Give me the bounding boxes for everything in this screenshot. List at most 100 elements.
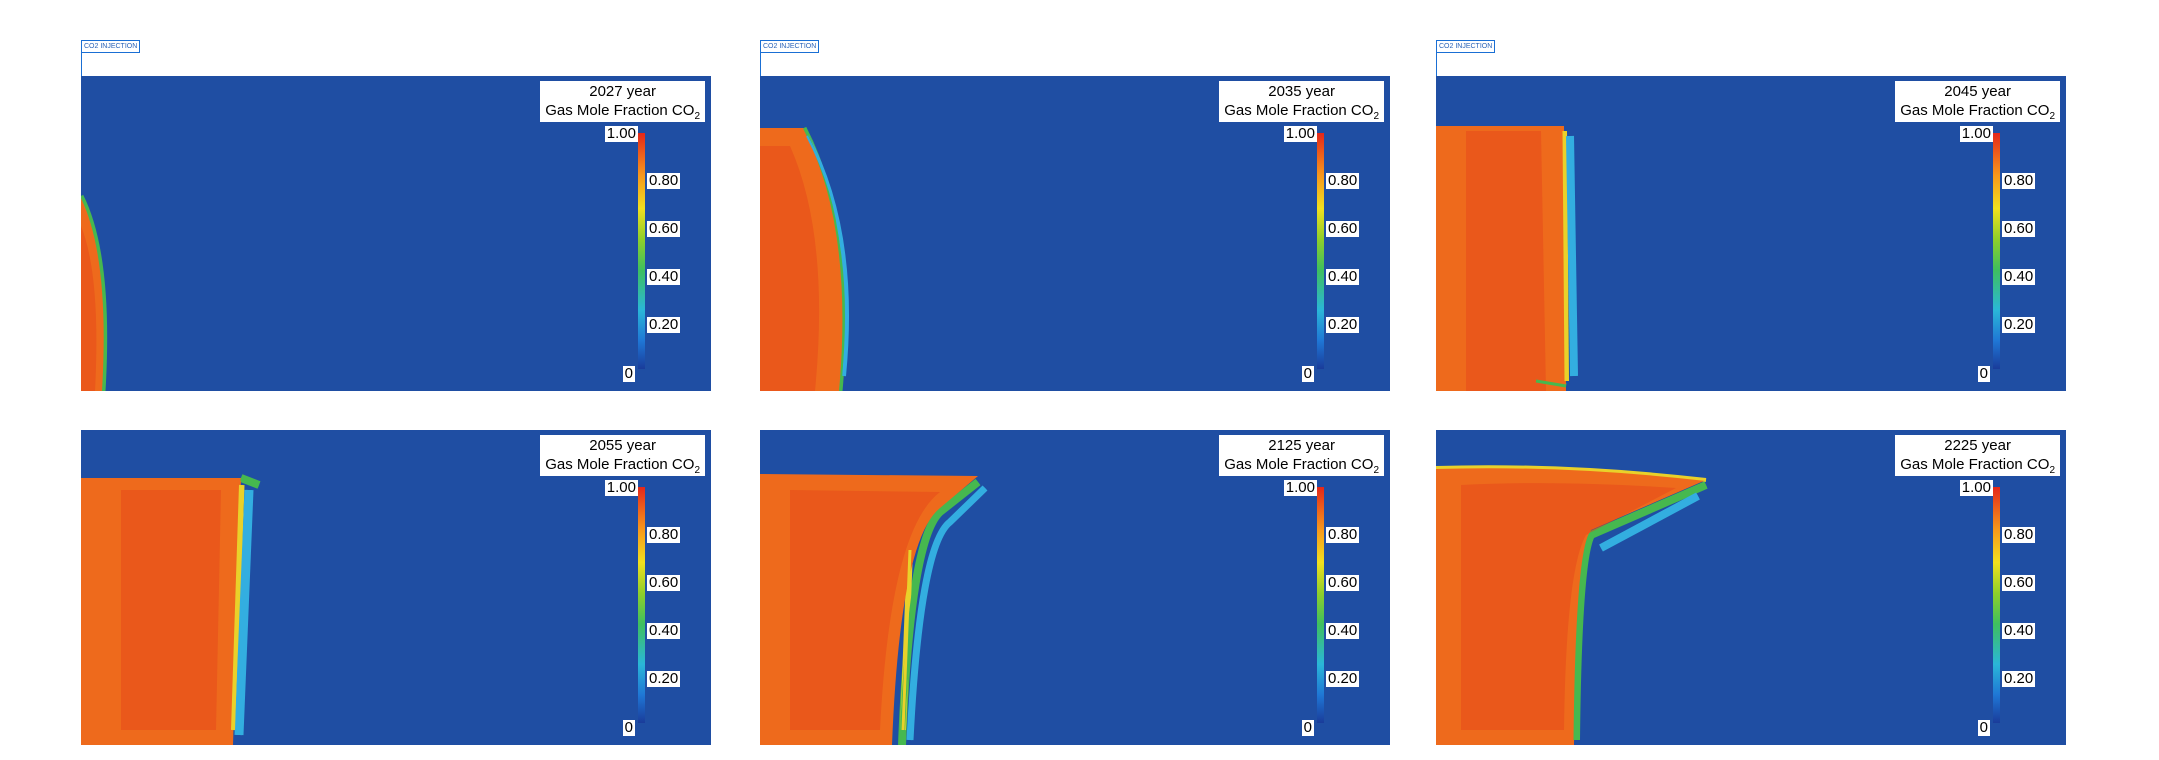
property-label-text: Gas Mole Fraction CO xyxy=(545,102,695,119)
property-label: Gas Mole Fraction CO2 xyxy=(545,455,700,476)
plume-front-edge-2 xyxy=(236,489,252,736)
plume-front-edge-3 xyxy=(1535,379,1567,388)
simulation-panel-6: 2225 year Gas Mole Fraction CO2 1.00 0.80 0.… xyxy=(1436,430,2066,745)
simulation-panel-4: 2055 year Gas Mole Fraction CO2 1.00 0.80 0.… xyxy=(81,430,711,745)
plume-front-edge-3 xyxy=(908,486,987,741)
panel-info-box: 2125 year Gas Mole Fraction CO2 xyxy=(1219,435,1384,476)
colorbar-tick-label: 0.80 xyxy=(2002,172,2036,189)
colorbar-tick-label: 0.40 xyxy=(2002,622,2036,639)
year-label: 2125 year xyxy=(1268,437,1335,454)
panel-info-box: 2035 year Gas Mole Fraction CO2 xyxy=(1219,81,1384,122)
colorbar-tick-label: 0.20 xyxy=(2002,670,2036,687)
colorbar-tick-label: 0.60 xyxy=(2002,220,2036,237)
simulation-panel-1: 2027 year Gas Mole Fraction CO2 1.00 0.80 0.… xyxy=(81,76,711,391)
plume-body xyxy=(1436,467,1706,745)
colorbar xyxy=(1317,133,1324,369)
colorbar-tick-label: 0 xyxy=(1301,365,1314,382)
colorbar-tick-label: 1.00 xyxy=(1959,479,1993,496)
injection-well-marker xyxy=(1436,53,1437,76)
colorbar xyxy=(1993,133,2000,369)
colorbar-tick-label: 0 xyxy=(1977,719,1990,736)
property-label-subscript: 2 xyxy=(2049,111,2055,122)
property-label-subscript: 2 xyxy=(1373,111,1379,122)
property-label-text: Gas Mole Fraction CO xyxy=(545,456,695,473)
colorbar-tick-label: 0.80 xyxy=(647,172,681,189)
colorbar-tick-label: 0.20 xyxy=(1326,316,1360,333)
colorbar-tick-label: 0.60 xyxy=(647,574,681,591)
year-label: 2045 year xyxy=(1944,83,2011,100)
colorbar-tick-label: 0.60 xyxy=(1326,574,1360,591)
co2-plume xyxy=(760,474,988,745)
panel-info-box: 2225 year Gas Mole Fraction CO2 xyxy=(1895,435,2060,476)
colorbar-tick-label: 1.00 xyxy=(1283,479,1317,496)
property-label-subscript: 2 xyxy=(1373,465,1379,476)
plume-body xyxy=(1436,126,1566,391)
colorbar-tick-label: 0 xyxy=(1301,719,1314,736)
property-label-subscript: 2 xyxy=(694,465,700,476)
property-label-subscript: 2 xyxy=(694,111,700,122)
colorbar xyxy=(1993,487,2000,723)
colorbar xyxy=(638,487,645,723)
plume-front-edge-1 xyxy=(231,484,243,731)
colorbar-tick-label: 0.60 xyxy=(2002,574,2036,591)
property-label-text: Gas Mole Fraction CO xyxy=(1224,456,1374,473)
injection-well-label: CO2 INJECTION xyxy=(760,40,820,53)
colorbar-tick-label: 0 xyxy=(622,365,635,382)
year-label: 2027 year xyxy=(589,83,656,100)
plume-core xyxy=(1461,483,1676,730)
colorbar-tick-label: 0 xyxy=(622,719,635,736)
plume-front-edge-3 xyxy=(1599,493,1700,551)
plume-front-edge-1 xyxy=(81,195,106,391)
simulation-panel-2: 2035 year Gas Mole Fraction CO2 1.00 0.80 0.… xyxy=(760,76,1390,391)
plume-core xyxy=(760,146,820,391)
property-label-text: Gas Mole Fraction CO xyxy=(1224,102,1374,119)
panel-info-box: 2027 year Gas Mole Fraction CO2 xyxy=(540,81,705,122)
year-label: 2225 year xyxy=(1944,437,2011,454)
co2-plume xyxy=(760,126,849,391)
colorbar-tick-label: 1.00 xyxy=(604,479,638,496)
plume-body xyxy=(81,478,241,745)
colorbar-tick-label: 0.80 xyxy=(1326,172,1360,189)
colorbar xyxy=(638,133,645,369)
injection-well-label: CO2 INJECTION xyxy=(81,40,141,53)
injection-well-label: CO2 INJECTION xyxy=(1436,40,1496,53)
co2-plume xyxy=(81,194,108,391)
co2-plume xyxy=(1436,126,1578,391)
year-label: 2035 year xyxy=(1268,83,1335,100)
property-label: Gas Mole Fraction CO2 xyxy=(1224,101,1379,122)
colorbar-tick-label: 0.40 xyxy=(647,622,681,639)
colorbar-tick-label: 0.80 xyxy=(647,526,681,543)
property-label: Gas Mole Fraction CO2 xyxy=(1900,101,2055,122)
colorbar-tick-label: 0.60 xyxy=(647,220,681,237)
plume-front-edge-2 xyxy=(901,549,912,731)
property-label: Gas Mole Fraction CO2 xyxy=(1900,455,2055,476)
colorbar-tick-label: 0.40 xyxy=(1326,622,1360,639)
property-label: Gas Mole Fraction CO2 xyxy=(1224,455,1379,476)
injection-well-marker xyxy=(760,53,761,76)
colorbar-tick-label: 0.20 xyxy=(1326,670,1360,687)
colorbar-tick-label: 0.20 xyxy=(647,670,681,687)
plume-front-edge-2 xyxy=(1567,135,1577,377)
colorbar-tick-label: 0.20 xyxy=(2002,316,2036,333)
plume-front-edge-1 xyxy=(1436,466,1707,481)
colorbar-tick-label: 0.80 xyxy=(1326,526,1360,543)
plume-core xyxy=(81,226,97,391)
colorbar-tick-label: 0.80 xyxy=(2002,526,2036,543)
plume-front-edge-1 xyxy=(1562,130,1568,382)
co2-plume xyxy=(1436,465,1708,745)
property-label-text: Gas Mole Fraction CO xyxy=(1900,102,2050,119)
colorbar-tick-label: 1.00 xyxy=(604,125,638,142)
plume-body xyxy=(760,474,978,745)
colorbar xyxy=(1317,487,1324,723)
property-label-subscript: 2 xyxy=(2049,465,2055,476)
panel-info-box: 2055 year Gas Mole Fraction CO2 xyxy=(540,435,705,476)
colorbar-tick-label: 0 xyxy=(1977,365,1990,382)
plume-core xyxy=(121,490,221,730)
plume-body xyxy=(81,196,105,391)
plume-core xyxy=(790,490,940,730)
injection-well-marker xyxy=(81,53,82,76)
plume-front-edge-2 xyxy=(806,135,848,377)
colorbar-tick-label: 1.00 xyxy=(1959,125,1993,142)
colorbar-tick-label: 1.00 xyxy=(1283,125,1317,142)
